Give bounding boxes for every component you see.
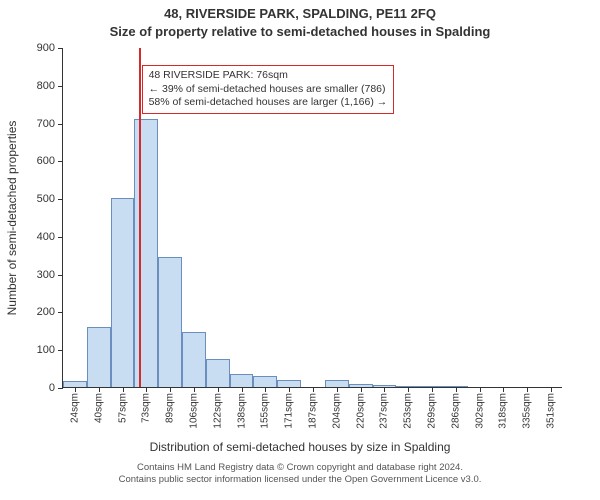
x-tick-label: 286sqm — [450, 393, 461, 429]
y-tick — [58, 275, 63, 276]
x-tick — [313, 387, 314, 392]
annotation-line: 58% of semi-detached houses are larger (… — [149, 96, 388, 110]
histogram-bar — [396, 386, 420, 387]
y-tick — [58, 124, 63, 125]
x-tick — [408, 387, 409, 392]
x-tick-label: 220sqm — [355, 393, 366, 429]
y-tick-label: 600 — [37, 155, 55, 167]
x-tick-label: 187sqm — [308, 393, 319, 429]
histogram-bar — [349, 384, 373, 387]
y-tick — [58, 199, 63, 200]
histogram-bar — [182, 332, 206, 387]
x-tick-label: 302sqm — [474, 393, 485, 429]
x-tick-label: 138sqm — [236, 393, 247, 429]
histogram-bar — [230, 374, 254, 387]
histogram-bar — [277, 380, 301, 387]
y-tick — [58, 48, 63, 49]
x-tick — [384, 387, 385, 392]
x-tick — [527, 387, 528, 392]
annotation-line: ← 39% of semi-detached houses are smalle… — [149, 83, 388, 97]
x-tick-label: 57sqm — [117, 393, 128, 423]
y-tick-label: 400 — [37, 231, 55, 243]
annotation-line: 48 RIVERSIDE PARK: 76sqm — [149, 69, 388, 83]
y-tick-label: 200 — [37, 306, 55, 318]
x-tick — [99, 387, 100, 392]
x-tick-label: 335sqm — [522, 393, 533, 429]
annotation-box: 48 RIVERSIDE PARK: 76sqm← 39% of semi-de… — [142, 65, 395, 114]
y-tick-label: 800 — [37, 80, 55, 92]
y-tick-label: 100 — [37, 344, 55, 356]
x-tick-label: 106sqm — [188, 393, 199, 429]
x-tick-label: 351sqm — [546, 393, 557, 429]
y-tick-label: 700 — [37, 118, 55, 130]
x-tick-label: 89sqm — [165, 393, 176, 423]
histogram-bar — [63, 381, 87, 387]
x-tick-label: 40sqm — [93, 393, 104, 423]
x-tick — [146, 387, 147, 392]
x-tick — [551, 387, 552, 392]
footer-line-1: Contains HM Land Registry data © Crown c… — [0, 462, 600, 474]
histogram-bar — [206, 359, 230, 387]
y-tick — [58, 86, 63, 87]
x-tick — [170, 387, 171, 392]
x-tick — [123, 387, 124, 392]
x-tick — [242, 387, 243, 392]
x-tick — [218, 387, 219, 392]
x-tick-label: 122sqm — [212, 393, 223, 429]
x-tick — [432, 387, 433, 392]
x-tick-label: 155sqm — [260, 393, 271, 429]
histogram-bar — [134, 119, 158, 387]
histogram-bar — [420, 386, 444, 387]
y-tick-label: 900 — [37, 42, 55, 54]
histogram-bar — [444, 386, 468, 387]
x-tick — [503, 387, 504, 392]
x-tick — [337, 387, 338, 392]
x-tick — [361, 387, 362, 392]
x-tick-label: 318sqm — [498, 393, 509, 429]
histogram-bar — [373, 385, 397, 387]
y-tick — [58, 350, 63, 351]
x-tick-label: 204sqm — [331, 393, 342, 429]
x-tick — [480, 387, 481, 392]
chart-plot-area: 010020030040050060070080090024sqm40sqm57… — [62, 48, 562, 388]
y-tick — [58, 237, 63, 238]
y-tick — [58, 312, 63, 313]
x-tick — [75, 387, 76, 392]
x-tick-label: 237sqm — [379, 393, 390, 429]
x-tick — [289, 387, 290, 392]
chart-title-description: Size of property relative to semi-detach… — [0, 24, 600, 39]
y-tick-label: 300 — [37, 269, 55, 281]
x-tick — [456, 387, 457, 392]
x-tick-label: 269sqm — [427, 393, 438, 429]
y-tick — [58, 161, 63, 162]
x-tick — [265, 387, 266, 392]
x-tick — [194, 387, 195, 392]
y-tick-label: 500 — [37, 193, 55, 205]
y-axis-label: Number of semi-detached properties — [5, 121, 19, 316]
chart-title-address: 48, RIVERSIDE PARK, SPALDING, PE11 2FQ — [0, 6, 600, 21]
y-tick-label: 0 — [49, 382, 55, 394]
histogram-bar — [158, 257, 182, 387]
x-axis-label: Distribution of semi-detached houses by … — [0, 440, 600, 454]
x-tick-label: 24sqm — [69, 393, 80, 423]
histogram-bar — [87, 327, 111, 387]
x-tick-label: 253sqm — [403, 393, 414, 429]
x-tick-label: 171sqm — [284, 393, 295, 429]
histogram-bar — [325, 380, 349, 387]
x-tick-label: 73sqm — [141, 393, 152, 423]
chart-footer: Contains HM Land Registry data © Crown c… — [0, 462, 600, 486]
footer-line-2: Contains public sector information licen… — [0, 474, 600, 486]
y-tick — [58, 388, 63, 389]
histogram-bar — [253, 376, 277, 387]
histogram-bar — [111, 198, 135, 387]
